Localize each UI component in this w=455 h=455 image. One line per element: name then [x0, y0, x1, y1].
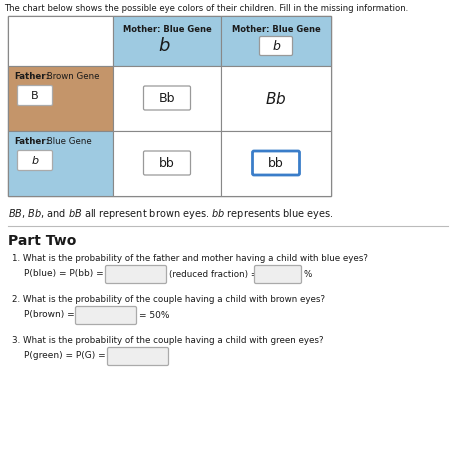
Text: P(green) = P(G) =: P(green) = P(G) =: [24, 350, 106, 359]
Text: Bb: Bb: [159, 92, 175, 105]
Text: The chart below shows the possible eye colors of their children. Fill in the mis: The chart below shows the possible eye c…: [4, 4, 408, 13]
Text: b: b: [158, 37, 170, 55]
Bar: [8, 17, 113, 67]
Text: bb: bb: [159, 157, 175, 170]
Bar: [221, 17, 331, 67]
Text: b: b: [272, 40, 280, 53]
FancyBboxPatch shape: [106, 266, 167, 284]
FancyBboxPatch shape: [17, 86, 52, 106]
Text: Mother: Blue Gene: Mother: Blue Gene: [232, 25, 320, 34]
Text: P(blue) = P(bb) =: P(blue) = P(bb) =: [24, 268, 104, 278]
Bar: [8, 67, 113, 131]
FancyBboxPatch shape: [143, 87, 191, 111]
Text: $\mathbf{\mathit{Bb}}$: $\mathbf{\mathit{Bb}}$: [265, 91, 287, 107]
Text: B: B: [31, 91, 39, 101]
Text: Blue Gene: Blue Gene: [44, 136, 92, 146]
FancyBboxPatch shape: [254, 266, 302, 284]
Text: P(brown) =: P(brown) =: [24, 309, 75, 318]
Text: Mother: Blue Gene: Mother: Blue Gene: [123, 25, 212, 34]
FancyBboxPatch shape: [253, 152, 299, 176]
FancyBboxPatch shape: [107, 348, 168, 366]
Text: Brown Gene: Brown Gene: [44, 72, 100, 81]
Text: $\mathit{BB}$, $\mathit{Bb}$, and $\mathit{bB}$ all represent brown eyes. $\math: $\mathit{BB}$, $\mathit{Bb}$, and $\math…: [8, 207, 334, 221]
Bar: [113, 17, 221, 67]
Bar: [8, 17, 331, 197]
Bar: [113, 131, 221, 197]
Text: Father:: Father:: [14, 72, 49, 81]
FancyBboxPatch shape: [259, 37, 293, 56]
FancyBboxPatch shape: [76, 307, 136, 325]
Bar: [221, 131, 331, 197]
Text: 3. What is the probability of the couple having a child with green eyes?: 3. What is the probability of the couple…: [12, 335, 324, 344]
Text: Part Two: Part Two: [8, 233, 76, 248]
Bar: [113, 67, 221, 131]
Text: b: b: [31, 156, 39, 166]
Text: 2. What is the probability of the couple having a child with brown eyes?: 2. What is the probability of the couple…: [12, 294, 325, 303]
Text: 1. What is the probability of the father and mother having a child with blue eye: 1. What is the probability of the father…: [12, 253, 368, 263]
Text: Father:: Father:: [14, 136, 49, 146]
FancyBboxPatch shape: [17, 151, 52, 171]
Bar: [8, 131, 113, 197]
Text: (reduced fraction) =: (reduced fraction) =: [169, 270, 258, 279]
Text: = 50%: = 50%: [139, 311, 170, 320]
FancyBboxPatch shape: [143, 152, 191, 176]
Text: bb: bb: [268, 157, 284, 170]
Text: %: %: [303, 270, 311, 279]
Bar: [221, 67, 331, 131]
